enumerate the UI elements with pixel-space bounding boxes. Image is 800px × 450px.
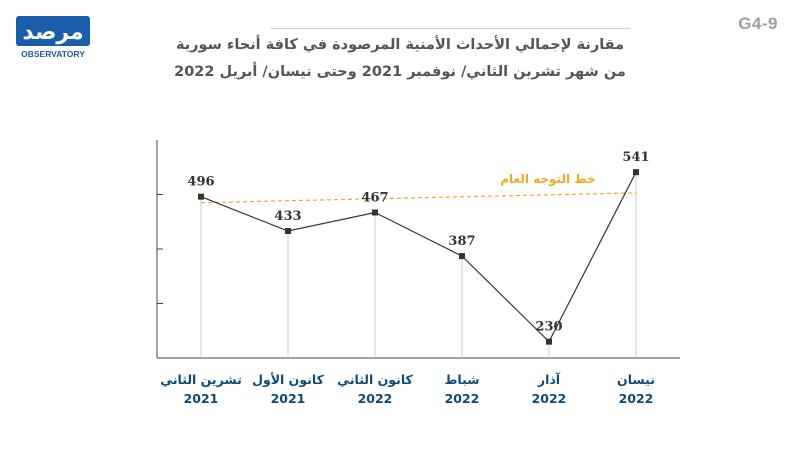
x-tick-year: 2021 bbox=[271, 391, 306, 406]
data-point bbox=[372, 209, 378, 216]
data-label: 496 bbox=[187, 175, 214, 190]
x-tick-label: نيسان bbox=[617, 372, 655, 387]
logo-mark bbox=[16, 16, 90, 46]
x-tick-year: 2022 bbox=[532, 391, 567, 406]
x-tick-label: كانون الأول bbox=[252, 372, 324, 387]
data-label: 467 bbox=[361, 190, 388, 205]
x-tick-year: 2022 bbox=[445, 391, 480, 406]
title-rule bbox=[270, 28, 630, 29]
x-tick-label: شباط bbox=[444, 372, 479, 387]
figure-code: G4-9 bbox=[738, 14, 778, 33]
data-label: 541 bbox=[622, 150, 649, 165]
data-label: 387 bbox=[448, 234, 475, 249]
data-label: 433 bbox=[274, 209, 301, 224]
logo-text: مرصد bbox=[22, 20, 83, 45]
x-tick-label: كانون الثاني bbox=[337, 372, 413, 387]
x-tick-label: آذار bbox=[537, 372, 561, 387]
chart-title: مقارنة لإجمالي الأحداث الأمنية المرصودة … bbox=[175, 37, 625, 53]
logo-subtext: OBSERVATORY bbox=[21, 49, 85, 59]
data-point bbox=[546, 338, 552, 345]
trend-label: خط التوجه العام bbox=[500, 172, 596, 187]
x-tick-year: 2022 bbox=[358, 391, 393, 406]
x-tick-year: 2021 bbox=[184, 391, 219, 406]
chart-subtitle: من شهر تشرين الثاني/ نوفمبر 2021 وحتى ني… bbox=[174, 64, 626, 80]
data-point bbox=[459, 253, 465, 260]
x-tick-label: تشرين الثاني bbox=[160, 372, 242, 387]
x-tick-year: 2022 bbox=[619, 391, 654, 406]
data-point bbox=[633, 169, 639, 176]
data-label: 230 bbox=[535, 320, 562, 335]
data-point bbox=[198, 193, 204, 200]
data-point bbox=[285, 228, 291, 235]
series-line bbox=[200, 171, 637, 343]
trend-line bbox=[200, 192, 637, 204]
observatory-logo: مرصد OBSERVATORY bbox=[16, 16, 90, 59]
